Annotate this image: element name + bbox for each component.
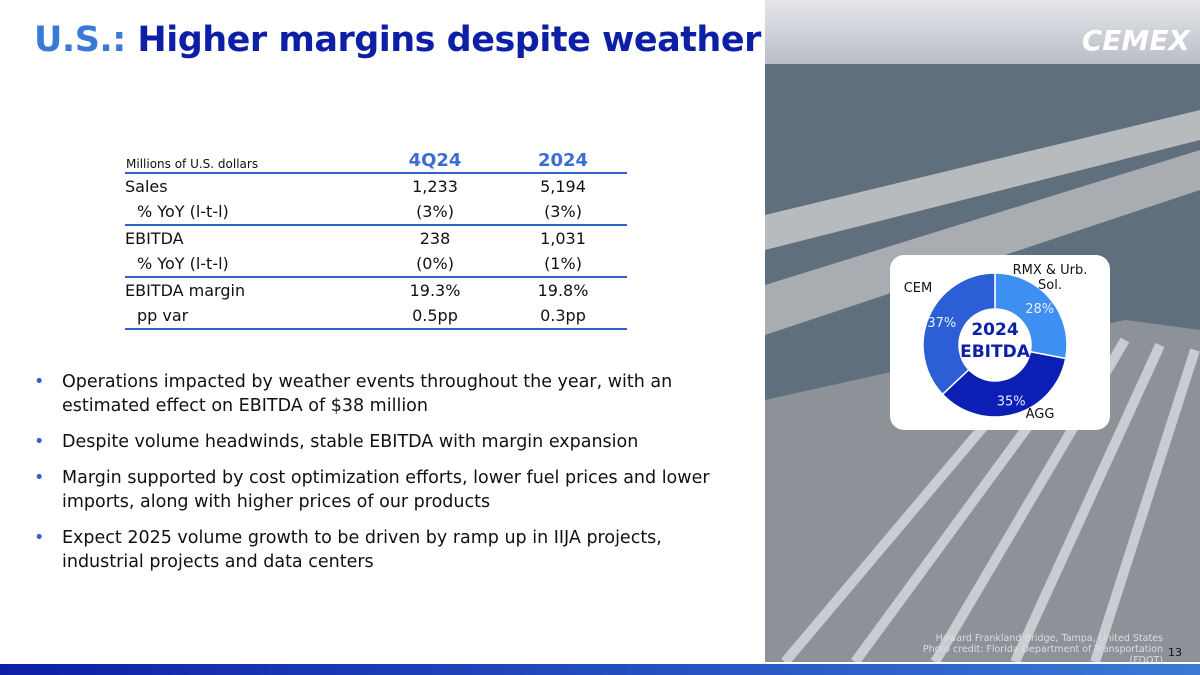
title: U.S.: Higher margins despite weather bbox=[34, 20, 761, 60]
table-cell: (0%) bbox=[371, 251, 499, 278]
table-cell: 0.5pp bbox=[371, 303, 499, 330]
table-cell: (3%) bbox=[499, 199, 627, 226]
row-label: pp var bbox=[125, 303, 371, 330]
row-label: EBITDA bbox=[125, 229, 184, 248]
title-text: Higher margins despite weather bbox=[137, 20, 761, 60]
bullet: Expect 2025 volume growth to be driven b… bbox=[34, 526, 734, 574]
row-label: % YoY (l-t-l) bbox=[125, 199, 371, 226]
table-row: Sales 1,233 5,194 bbox=[125, 173, 627, 199]
photo-caption: Howard Frankland Bridge, Tampa, United S… bbox=[935, 633, 1163, 644]
bullet: Margin supported by cost optimization ef… bbox=[34, 466, 734, 514]
donut-slice bbox=[941, 350, 1067, 418]
logo: CEMEX bbox=[1082, 24, 1192, 57]
slice-label: 37% bbox=[927, 316, 956, 331]
table-cell: 19.3% bbox=[409, 281, 461, 300]
column-header: 2024 bbox=[499, 142, 627, 174]
bullet: Operations impacted by weather events th… bbox=[34, 370, 734, 418]
photo-caption-block: Howard Frankland Bridge, Tampa, United S… bbox=[895, 633, 1163, 666]
table-cell: 19.8% bbox=[537, 281, 589, 300]
bullet: Despite volume headwinds, stable EBITDA … bbox=[34, 430, 734, 454]
donut-title: 2024 EBITDA bbox=[960, 320, 1030, 362]
bullet-list: Operations impacted by weather events th… bbox=[34, 370, 734, 586]
column-header: 4Q24 bbox=[371, 142, 499, 174]
table-cell: 0.3pp bbox=[499, 303, 627, 330]
table-cell: (3%) bbox=[371, 199, 499, 226]
title-prefix: U.S.: bbox=[34, 20, 126, 60]
row-label: Sales bbox=[125, 177, 168, 196]
slice-label: 35% bbox=[997, 395, 1026, 410]
table-row: EBITDA 238 1,031 bbox=[125, 225, 627, 251]
category-label: RMX & Urb. Sol. bbox=[1012, 263, 1088, 293]
page-number: 13 bbox=[1168, 646, 1182, 659]
table-row: % YoY (l-t-l) (3%) (3%) bbox=[125, 199, 627, 226]
row-label: EBITDA margin bbox=[125, 281, 246, 300]
table-header: Millions of U.S. dollars 4Q24 2024 bbox=[125, 142, 627, 174]
financial-table: Millions of U.S. dollars 4Q24 2024 Sales 1,2… bbox=[125, 142, 627, 330]
donut-slice bbox=[922, 272, 996, 396]
category-label: CEM bbox=[903, 281, 933, 296]
slice-label: 28% bbox=[1025, 302, 1054, 317]
table-cell: (1%) bbox=[499, 251, 627, 278]
table-caption: Millions of U.S. dollars bbox=[125, 142, 371, 174]
category-label: AGG bbox=[1025, 407, 1055, 422]
table-cell: 5,194 bbox=[540, 177, 586, 196]
table-cell: 1,031 bbox=[540, 229, 586, 248]
table-cell: 238 bbox=[419, 229, 451, 248]
bottom-bar bbox=[0, 664, 1200, 675]
table-row: pp var 0.5pp 0.3pp bbox=[125, 303, 627, 330]
donut-chart: 28% 35% 37% bbox=[922, 272, 1068, 418]
table-cell: 1,233 bbox=[412, 177, 458, 196]
table-row: EBITDA margin 19.3% 19.8% bbox=[125, 277, 627, 303]
row-label: % YoY (l-t-l) bbox=[125, 251, 371, 278]
photo-credit: Photo credit: Florida Department of Tran… bbox=[922, 644, 1163, 666]
table-row: % YoY (l-t-l) (0%) (1%) bbox=[125, 251, 627, 278]
donut-slice bbox=[994, 272, 1068, 360]
